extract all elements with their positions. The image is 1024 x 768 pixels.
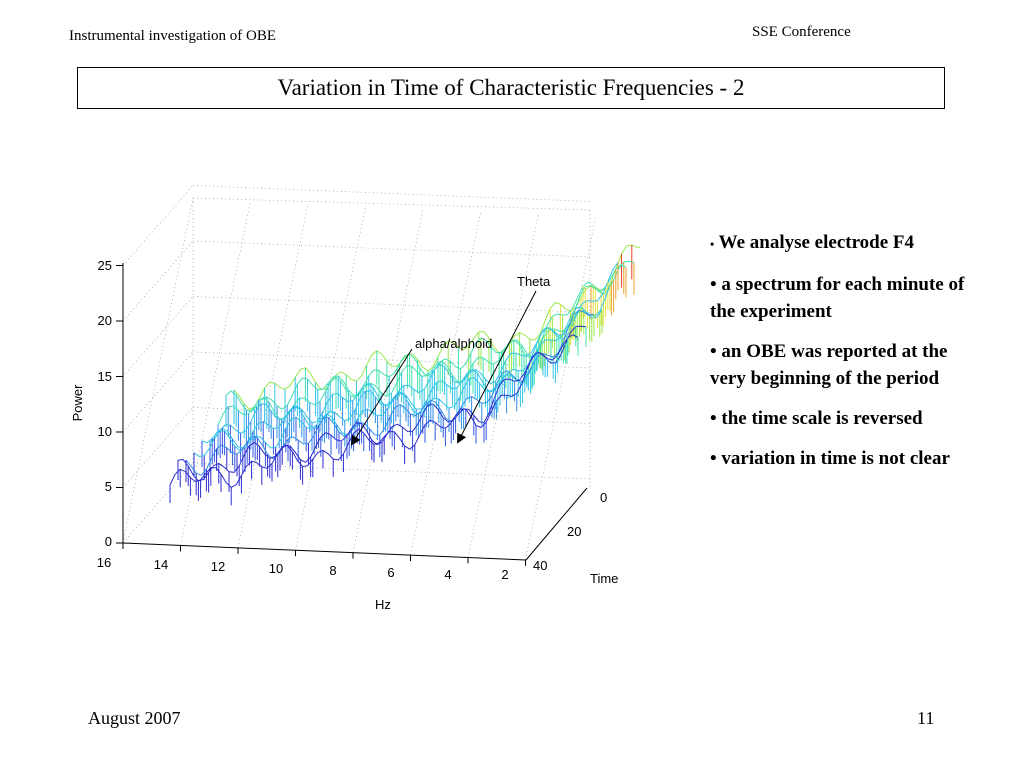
header-conference: SSE Conference bbox=[752, 24, 851, 40]
z-tick-label: 25 bbox=[98, 258, 112, 273]
z-tick-label: 5 bbox=[105, 479, 112, 494]
hz-tick-label: 14 bbox=[154, 557, 168, 572]
hz-tick-label: 4 bbox=[444, 567, 451, 582]
hz-tick-label: 12 bbox=[211, 559, 225, 574]
hz-tick-label: 6 bbox=[387, 565, 394, 580]
footer-date: August 2007 bbox=[88, 708, 181, 728]
time-tick-label: 0 bbox=[600, 490, 607, 505]
bullet-item: • the time scale is reversed bbox=[710, 408, 923, 429]
time-tick-label: 20 bbox=[567, 524, 581, 539]
plot-grid bbox=[122, 185, 596, 560]
z-tick-label: 10 bbox=[98, 424, 112, 439]
header-presentation-title: Instrumental investigation of OBE bbox=[69, 28, 277, 44]
hz-tick-label: 2 bbox=[501, 567, 508, 582]
time-tick-label: 40 bbox=[533, 558, 547, 573]
z-axis-label: Power bbox=[70, 384, 85, 422]
bullet-item: • variation in time is not clear bbox=[710, 448, 950, 469]
hz-axis-label: Hz bbox=[375, 597, 391, 612]
time-axis-line bbox=[525, 487, 588, 561]
slide-title: Variation in Time of Characteristic Freq… bbox=[77, 67, 945, 109]
z-tick-label: 15 bbox=[98, 369, 112, 384]
bullet-item: • a spectrum for each minute of the expe… bbox=[710, 274, 965, 322]
alpha-annotation-label: alpha/alphoid bbox=[415, 336, 492, 351]
footer-page-number: 11 bbox=[917, 708, 935, 728]
surface-plot: 0 5 10 15 20 25 16 14 12 10 8 6 4 2 0 20… bbox=[70, 185, 640, 612]
plot-ticks bbox=[116, 265, 526, 566]
bullet-list: • We analyse electrode F4 • a spectrum f… bbox=[710, 229, 980, 485]
plot-axes bbox=[122, 263, 588, 561]
time-axis-label: Time bbox=[590, 571, 618, 586]
z-tick-label: 0 bbox=[105, 534, 112, 549]
surface-mesh bbox=[169, 244, 640, 506]
hz-tick-label: 16 bbox=[97, 555, 111, 570]
hz-axis-line bbox=[122, 542, 527, 561]
hz-tick-label: 8 bbox=[329, 563, 336, 578]
theta-annotation-label: Theta bbox=[517, 274, 551, 289]
alpha-arrow bbox=[350, 348, 413, 446]
theta-arrow bbox=[457, 290, 537, 444]
bullet-item: • We analyse electrode F4 bbox=[710, 232, 915, 253]
bullet-item: • an OBE was reported at the very beginn… bbox=[710, 341, 948, 389]
z-tick-label: 20 bbox=[98, 313, 112, 328]
hz-tick-label: 10 bbox=[269, 561, 283, 576]
